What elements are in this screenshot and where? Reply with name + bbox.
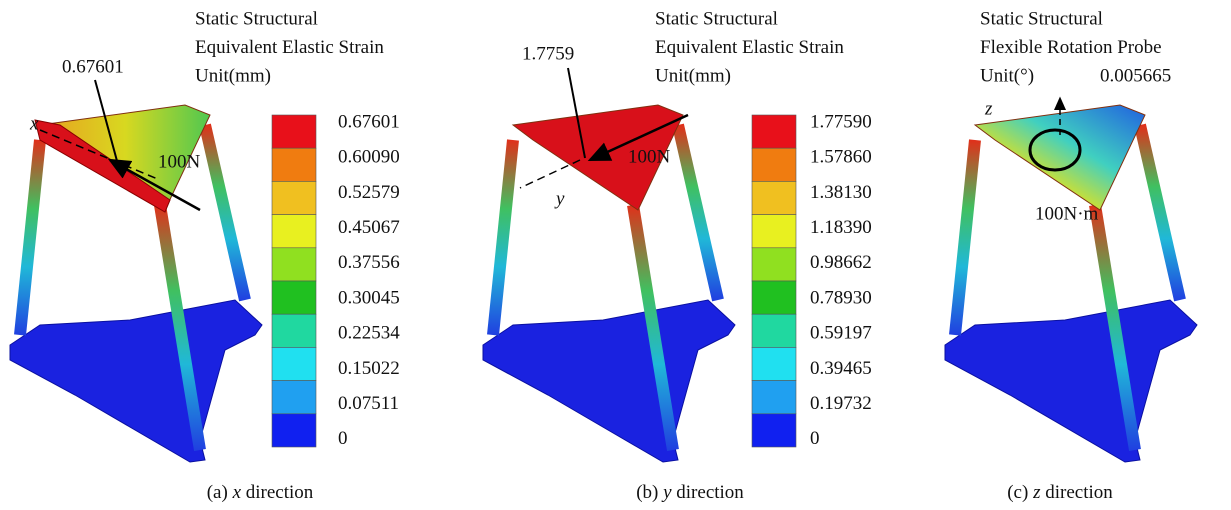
max-label: 0.67601	[62, 56, 124, 77]
caption-prefix: (a)	[207, 482, 228, 503]
title-line: Unit(°)	[980, 65, 1034, 86]
legend-label: 0	[338, 428, 348, 449]
structure	[0, 105, 262, 462]
title-line: Equivalent Elastic Strain	[655, 37, 844, 58]
base-plate	[10, 300, 262, 462]
title-line: Unit(mm)	[195, 65, 271, 86]
legend-label: 0.22534	[338, 323, 400, 344]
leg	[678, 125, 718, 300]
legend-label: 0.67601	[338, 111, 400, 132]
legend-swatch	[752, 115, 796, 148]
legend-label: 0.60090	[338, 147, 400, 168]
caption: (a) x direction	[207, 482, 314, 503]
legend-swatch	[272, 148, 316, 181]
legend-label: 1.57860	[810, 147, 872, 168]
legend-swatch	[272, 215, 316, 248]
caption: (b) y direction	[636, 482, 744, 503]
caption-axis: z	[1032, 482, 1041, 503]
page: {"panels": [ {"title_lines": ["Static St…	[0, 0, 1231, 510]
legend-swatch	[272, 314, 316, 347]
leg	[1140, 125, 1180, 300]
legend-swatch	[752, 314, 796, 347]
legend-label: 0.19732	[810, 393, 872, 414]
legend-label: 0.07511	[338, 393, 399, 414]
caption-prefix: (c)	[1007, 482, 1028, 503]
caption-suffix: direction	[1045, 482, 1113, 503]
axis-label: z	[984, 98, 993, 119]
leg	[493, 140, 513, 335]
legend-swatch	[752, 181, 796, 214]
caption-suffix: direction	[246, 482, 314, 503]
legend-label: 1.38130	[810, 182, 872, 203]
legend-label: 1.77590	[810, 111, 872, 132]
leg	[205, 125, 245, 300]
legend-swatch	[272, 381, 316, 414]
load-label: 100N·m	[1035, 203, 1099, 224]
legend-swatch	[272, 414, 316, 447]
title-line: Static Structural	[980, 8, 1103, 29]
title-line: Static Structural	[655, 8, 778, 29]
legend-swatch	[752, 347, 796, 380]
legend-swatch	[752, 414, 796, 447]
legend-swatch	[752, 381, 796, 414]
max-label: 1.7759	[522, 43, 574, 64]
legend-swatch	[752, 248, 796, 281]
legend-swatch	[272, 347, 316, 380]
title-line: Flexible Rotation Probe	[980, 37, 1162, 58]
legend-swatch	[272, 281, 316, 314]
caption-prefix: (b)	[636, 482, 658, 503]
structure	[428, 105, 735, 462]
title-line: Unit(mm)	[655, 65, 731, 86]
legend-swatch	[272, 248, 316, 281]
leg	[955, 140, 975, 335]
legend-swatch	[752, 281, 796, 314]
legend-label: 1.18390	[810, 217, 872, 238]
legend-label: 0.98662	[810, 252, 872, 273]
legend-label: 0.37556	[338, 252, 400, 273]
load-label: 100N	[158, 151, 201, 172]
legend-label: 0.15022	[338, 358, 400, 379]
load-label: 100N	[628, 146, 671, 167]
max-label: 0.005665	[1100, 65, 1171, 86]
caption-axis: x	[232, 482, 242, 503]
title-line: Static Structural	[195, 8, 318, 29]
legend-swatch	[752, 148, 796, 181]
legend-swatch	[752, 215, 796, 248]
structure	[890, 105, 1197, 462]
legend-label: 0.45067	[338, 217, 400, 238]
legend-label: 0.59197	[810, 323, 872, 344]
title-line: Equivalent Elastic Strain	[195, 37, 384, 58]
legend-label: 0	[810, 428, 820, 449]
legend-label: 0.39465	[810, 358, 872, 379]
caption-suffix: direction	[676, 482, 744, 503]
legend-swatch	[272, 115, 316, 148]
figure: Static Structural Equivalent Elastic Stra…	[0, 0, 1231, 510]
base-slot	[890, 385, 911, 399]
legend-label: 0.30045	[338, 287, 400, 308]
axis-label: x	[29, 113, 39, 134]
caption: (c) z direction	[1007, 482, 1113, 503]
caption-axis: y	[661, 482, 672, 503]
legend-swatch	[272, 181, 316, 214]
legend-label: 0.78930	[810, 287, 872, 308]
leg	[20, 140, 40, 335]
base-plate	[483, 300, 735, 462]
base-slot	[428, 385, 449, 399]
base-plate	[945, 300, 1197, 462]
legend-label: 0.52579	[338, 182, 400, 203]
axis-label: y	[554, 188, 565, 209]
